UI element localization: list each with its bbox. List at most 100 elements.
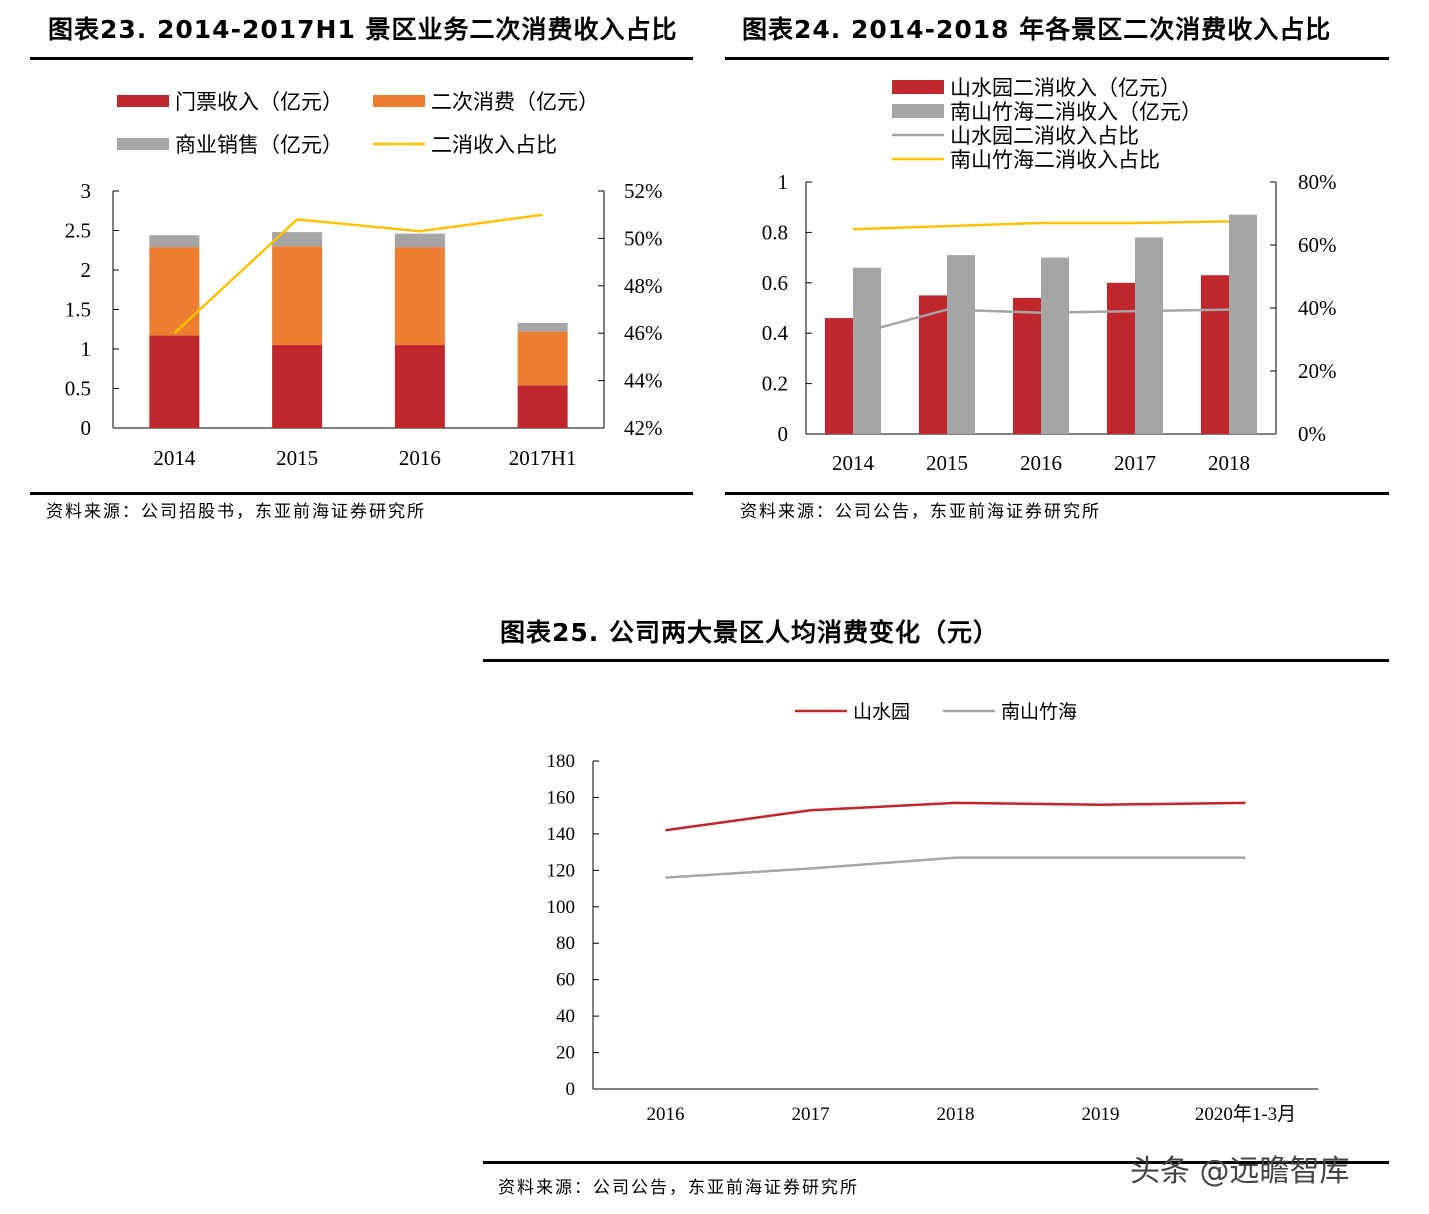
chart24-bottom-rule	[725, 492, 1389, 495]
chart23-top-rule	[30, 57, 693, 60]
bar--c0272d-2014	[149, 335, 200, 428]
x-tick-label: 2017H1	[509, 446, 577, 470]
x-tick-label: 2015	[276, 446, 318, 470]
bar--c0272d-2014	[825, 318, 853, 434]
chart24-top-rule	[725, 57, 1389, 60]
legend-label: 二消收入占比	[431, 133, 557, 157]
y2-tick-label: 48%	[624, 274, 663, 298]
y-tick-label: 0	[778, 422, 789, 446]
bar--ed7d31-2017h1	[517, 331, 568, 386]
bar--ed7d31-2016	[394, 247, 445, 346]
bar--a5a5a5-2016	[1041, 257, 1069, 434]
bar--c0272d-2015	[272, 345, 323, 428]
chart25-source: 资料来源：公司公告，东亚前海证券研究所	[498, 1178, 859, 1198]
legend-label: 南山竹海二消收入占比	[950, 148, 1160, 172]
bar--c0272d-2016	[1013, 297, 1041, 434]
chart23-title: 图表23. 2014-2017H1 景区业务二次消费收入占比	[48, 15, 678, 44]
y-tick-label: 2	[81, 258, 92, 282]
bar--a5a5a5-2015	[272, 232, 323, 247]
x-tick-label: 2014	[153, 446, 196, 470]
bar--c0272d-2015	[919, 295, 947, 434]
y2-tick-label: 50%	[624, 226, 663, 250]
y-tick-label: 0.4	[762, 321, 789, 345]
y-tick-label: 160	[547, 787, 576, 808]
legend-label: 二次消费（亿元）	[431, 90, 599, 114]
y-tick-label: 0.2	[762, 372, 788, 396]
y-tick-label: 120	[547, 860, 576, 881]
y2-tick-label: 42%	[624, 416, 663, 440]
bar--c0272d-2017	[1107, 282, 1135, 434]
chart24-title: 图表24. 2014-2018 年各景区二次消费收入占比	[742, 15, 1332, 44]
bar--a5a5a5-2014	[853, 267, 881, 434]
legend-label: 南山竹海二消收入（亿元）	[950, 100, 1202, 124]
y2-tick-label: 46%	[624, 321, 663, 345]
legend-label: 门票收入（亿元）	[175, 90, 343, 114]
y-tick-label: 1	[81, 337, 92, 361]
y-tick-label: 2.5	[65, 219, 91, 243]
bar--c0272d-2018	[1201, 275, 1229, 434]
legend-label: 山水园二消收入（亿元）	[950, 76, 1181, 100]
x-tick-label: 2016	[1020, 451, 1062, 475]
y2-tick-label: 80%	[1298, 170, 1337, 194]
y-tick-label: 20	[556, 1043, 575, 1064]
bar--a5a5a5-2015	[947, 255, 975, 434]
y-tick-label: 0.6	[762, 271, 788, 295]
y-tick-label: 180	[547, 751, 576, 772]
x-tick-label: 2015	[926, 451, 968, 475]
line-share-series	[173, 213, 543, 335]
bar--c0272d-2017h1	[517, 385, 568, 428]
x-tick-label: 2018	[1208, 451, 1250, 475]
y2-tick-label: 44%	[624, 369, 663, 393]
bar--c0272d-2016	[394, 345, 445, 428]
legend-label: 商业销售（亿元）	[175, 133, 343, 157]
bar--a5a5a5-2018	[1229, 214, 1257, 434]
chart25-title: 图表25. 公司两大景区人均消费变化（元）	[500, 618, 999, 647]
chart25-bottom-rule	[483, 1161, 1389, 1164]
chart23-svg: 0 0.5 1 1.5 2 2.5 3 42% 44% 46% 48% 50% 52% 2014 2015 2…	[65, 90, 663, 470]
bar--ed7d31-2014	[149, 247, 200, 336]
chart25-top-rule	[483, 659, 1389, 662]
y-tick-label: 3	[81, 179, 92, 203]
y-tick-label: 140	[547, 824, 576, 845]
bar--a5a5a5-2014	[149, 235, 200, 248]
chart25-svg: 0 20 40 60 80 100 120 140 160 180 2016 2017 2018 2019…	[547, 701, 1318, 1125]
bar--a5a5a5-2017h1	[517, 322, 568, 332]
legend-swatch	[892, 80, 944, 94]
legend-swatch	[117, 95, 169, 107]
x-tick-label: 2019	[1082, 1104, 1120, 1125]
y-tick-label: 1	[778, 170, 789, 194]
x-tick-label: 2016	[399, 446, 441, 470]
chart23-source: 资料来源：公司招股书，东亚前海证券研究所	[46, 502, 426, 522]
legend-label: 山水园二消收入占比	[950, 124, 1139, 148]
y-tick-label: 0	[81, 416, 92, 440]
bar--ed7d31-2015	[272, 246, 323, 346]
watermark: 头条 @远瞻智库	[1130, 1154, 1350, 1189]
y-tick-label: 40	[556, 1006, 575, 1027]
chart24-svg: 0 0.2 0.4 0.6 0.8 1 0% 20% 40% 60% 80% 2014 2015 2016…	[762, 76, 1337, 475]
bar--a5a5a5-2016	[394, 233, 445, 248]
legend-label: 南山竹海	[1001, 701, 1077, 723]
y-tick-label: 60	[556, 970, 575, 991]
line-series-0	[665, 801, 1246, 832]
y2-tick-label: 52%	[624, 179, 663, 203]
legend-swatch	[117, 138, 169, 150]
line-series-1	[852, 220, 1230, 231]
legend-label: 山水园	[853, 701, 910, 723]
x-tick-label: 2018	[937, 1104, 975, 1125]
line-series-1	[665, 856, 1246, 879]
y2-tick-label: 20%	[1298, 359, 1337, 383]
y2-tick-label: 40%	[1298, 296, 1337, 320]
x-tick-label: 2017	[1114, 451, 1156, 475]
chart23-bottom-rule	[30, 492, 693, 495]
y-tick-label: 1.5	[65, 298, 91, 322]
x-tick-label: 2016	[647, 1104, 685, 1125]
y2-tick-label: 0%	[1298, 422, 1326, 446]
bar--a5a5a5-2017	[1135, 237, 1163, 434]
legend-swatch	[373, 95, 425, 107]
y-tick-label: 0.8	[762, 220, 788, 244]
y-tick-label: 0.5	[65, 377, 91, 401]
x-tick-label: 2017	[792, 1104, 830, 1125]
x-tick-label: 2020年1-3月	[1195, 1103, 1296, 1125]
legend-swatch	[892, 104, 944, 118]
y2-tick-label: 60%	[1298, 233, 1337, 257]
